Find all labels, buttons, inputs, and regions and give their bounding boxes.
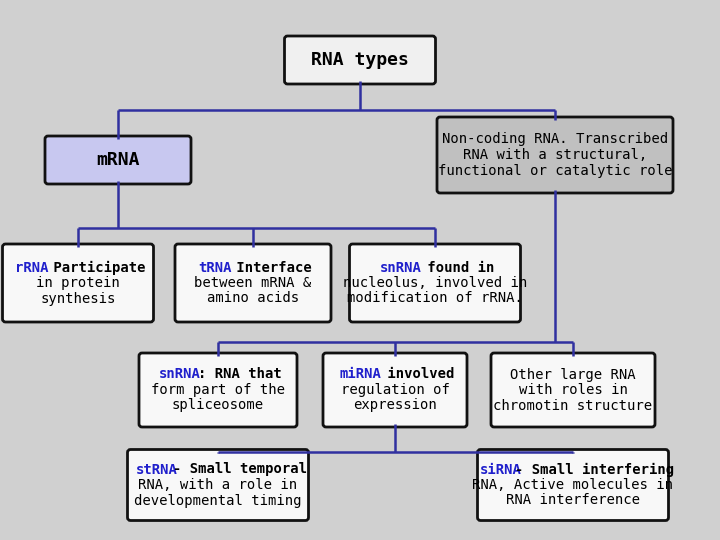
Text: RNA, with a role in: RNA, with a role in xyxy=(138,478,297,492)
Text: miRNA: miRNA xyxy=(340,368,382,381)
Text: expression: expression xyxy=(353,399,437,413)
Text: involved: involved xyxy=(379,368,454,381)
Text: mRNA: mRNA xyxy=(96,151,140,169)
Text: between mRNA &: between mRNA & xyxy=(194,276,312,290)
FancyBboxPatch shape xyxy=(2,244,153,322)
Text: tRNA: tRNA xyxy=(198,260,232,274)
FancyBboxPatch shape xyxy=(349,244,521,322)
Text: in protein: in protein xyxy=(36,276,120,290)
Text: chromotin structure: chromotin structure xyxy=(493,399,652,413)
Text: form part of the: form part of the xyxy=(151,383,285,397)
Text: RNA types: RNA types xyxy=(311,51,409,69)
Text: - Small interfering: - Small interfering xyxy=(515,462,674,477)
Text: with roles in: with roles in xyxy=(518,383,627,397)
FancyBboxPatch shape xyxy=(437,117,673,193)
Text: RNA, Active molecules in: RNA, Active molecules in xyxy=(472,478,673,492)
FancyBboxPatch shape xyxy=(139,353,297,427)
FancyBboxPatch shape xyxy=(284,36,436,84)
Text: RNA with a structural,: RNA with a structural, xyxy=(463,148,647,162)
Text: RNA interference: RNA interference xyxy=(506,494,640,508)
Text: spliceosome: spliceosome xyxy=(172,399,264,413)
Text: rRNA: rRNA xyxy=(15,260,49,274)
Text: regulation of: regulation of xyxy=(341,383,449,397)
FancyBboxPatch shape xyxy=(175,244,331,322)
Text: stRNA: stRNA xyxy=(136,462,178,476)
Text: Other large RNA: Other large RNA xyxy=(510,368,636,381)
FancyBboxPatch shape xyxy=(45,136,191,184)
Text: : RNA that: : RNA that xyxy=(198,368,282,381)
Text: Non-coding RNA. Transcribed: Non-coding RNA. Transcribed xyxy=(442,132,668,146)
Text: modification of rRNA.: modification of rRNA. xyxy=(347,292,523,306)
Text: snRNA: snRNA xyxy=(159,368,201,381)
Text: developmental timing: developmental timing xyxy=(134,494,302,508)
FancyBboxPatch shape xyxy=(477,449,668,521)
Text: Participate: Participate xyxy=(45,260,145,274)
FancyBboxPatch shape xyxy=(127,449,308,521)
Text: functional or catalytic role: functional or catalytic role xyxy=(438,164,672,178)
Text: Interface: Interface xyxy=(228,260,312,274)
Text: amino acids: amino acids xyxy=(207,292,299,306)
Text: - Small temporal: - Small temporal xyxy=(173,462,307,476)
Text: synthesis: synthesis xyxy=(40,292,116,306)
Text: found in: found in xyxy=(419,260,494,274)
FancyBboxPatch shape xyxy=(323,353,467,427)
Text: nucleolus, involved in: nucleolus, involved in xyxy=(343,276,527,290)
Text: siRNA: siRNA xyxy=(480,462,521,476)
FancyBboxPatch shape xyxy=(491,353,655,427)
Text: snRNA: snRNA xyxy=(379,260,422,274)
